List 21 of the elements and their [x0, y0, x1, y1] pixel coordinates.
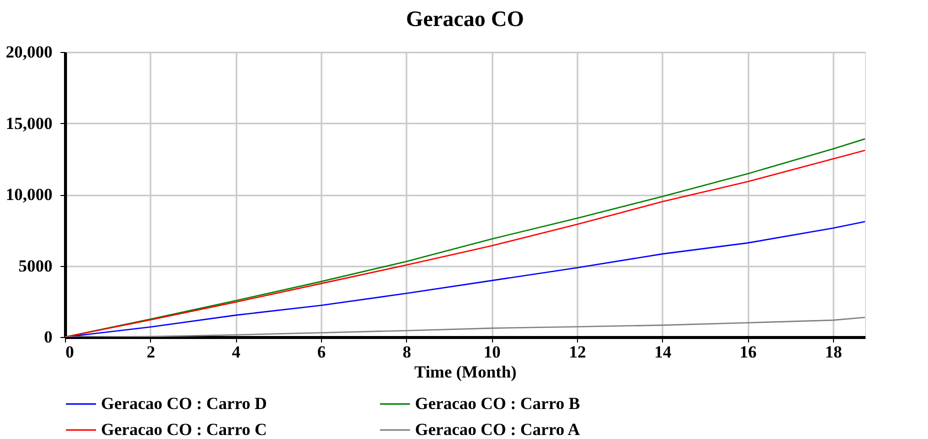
legend-label: Geracao CO : Carro D	[101, 394, 267, 413]
x-tick-label: 6	[317, 342, 326, 362]
legend-label: Geracao CO : Carro A	[415, 420, 581, 439]
y-tick-label: 5000	[18, 256, 52, 276]
x-tick-label: 16	[740, 342, 757, 362]
x-tick-label: 2	[146, 342, 156, 362]
chart-title: Geracao CO	[406, 6, 524, 31]
x-tick-label: 4	[232, 342, 241, 362]
x-axis-title: Time (Month)	[414, 362, 517, 382]
y-tick-label: 15,000	[6, 114, 52, 133]
x-tick-label: 8	[402, 342, 412, 362]
y-tick-label: 0	[44, 328, 52, 346]
y-tick-label: 10,000	[6, 185, 52, 204]
y-tick-label: 20,000	[6, 42, 52, 62]
legend-label: Geracao CO : Carro B	[415, 394, 580, 413]
legend-label: Geracao CO : Carro C	[101, 420, 267, 439]
x-tick-label: 0	[66, 342, 74, 362]
x-tick-label: 14	[654, 342, 672, 362]
x-tick-label: 18	[825, 342, 842, 362]
x-tick-label: 12	[569, 342, 586, 362]
x-tick-label: 10	[484, 342, 501, 362]
